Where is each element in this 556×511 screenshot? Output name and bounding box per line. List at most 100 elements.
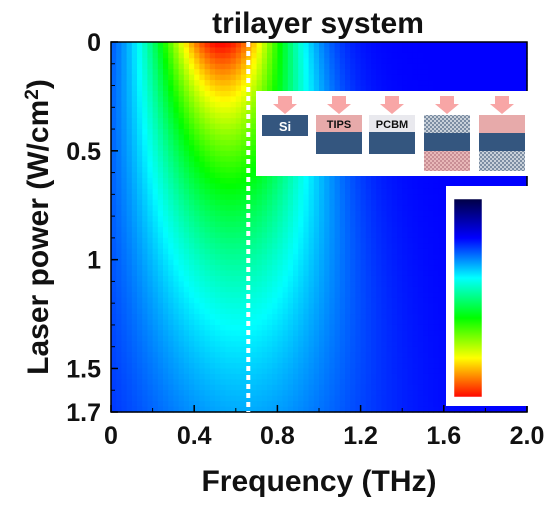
heatmap-cell <box>355 69 362 76</box>
heatmap-cell <box>168 216 174 223</box>
heatmap-cell <box>168 205 174 212</box>
heatmap-cell <box>272 368 278 375</box>
heatmap-cell <box>230 227 237 234</box>
heatmap-cell <box>251 243 258 250</box>
heatmap-cell <box>355 297 362 304</box>
heatmap-cell <box>163 265 169 272</box>
heatmap-cell <box>199 221 206 228</box>
heatmap-cell <box>412 237 419 244</box>
heatmap-cell <box>230 42 237 49</box>
heatmap-cell <box>303 205 310 212</box>
heatmap-cell <box>111 161 117 168</box>
heatmap-cell <box>189 42 195 49</box>
heatmap-cell <box>423 178 429 185</box>
heatmap-cell <box>189 254 195 261</box>
heatmap-cell <box>360 346 367 353</box>
heatmap-cell <box>126 216 133 223</box>
heatmap-cell <box>397 373 403 380</box>
heatmap-cell <box>371 335 377 342</box>
heatmap-cell <box>241 324 247 331</box>
heatmap-cell <box>391 308 398 315</box>
heatmap-cell <box>137 368 143 375</box>
heatmap-cell <box>386 243 393 250</box>
heatmap-cell <box>131 74 138 81</box>
heatmap-cell <box>194 270 200 277</box>
heatmap-cell <box>137 319 143 326</box>
heatmap-cell <box>147 96 154 103</box>
heatmap-cell <box>287 292 294 299</box>
heatmap-cell <box>121 248 128 255</box>
heatmap-cell <box>251 270 258 277</box>
heatmap-cell <box>454 69 460 76</box>
heatmap-cell <box>189 150 195 157</box>
heatmap-cell <box>475 178 481 185</box>
heatmap-cell <box>355 47 362 54</box>
heatmap-cell <box>220 134 226 141</box>
heatmap-cell <box>215 379 221 386</box>
heatmap-cell <box>194 368 200 375</box>
heatmap-cell <box>173 319 180 326</box>
heatmap-cell <box>371 259 377 266</box>
heatmap-cell <box>251 237 258 244</box>
heatmap-cell <box>261 237 268 244</box>
heatmap-cell <box>251 172 258 179</box>
heatmap-cell <box>215 265 221 272</box>
heatmap-cell <box>345 188 351 195</box>
heatmap-cell <box>183 373 190 380</box>
heatmap-cell <box>293 346 299 353</box>
heatmap-cell <box>376 373 382 380</box>
heatmap-cell <box>220 352 226 359</box>
heatmap-cell <box>391 270 398 277</box>
heatmap-cell <box>443 63 450 70</box>
heatmap-cell <box>137 58 143 65</box>
heatmap-cell <box>261 324 268 331</box>
heatmap-cell <box>391 319 398 326</box>
heatmap-cell <box>142 42 148 49</box>
heatmap-cell <box>319 357 325 364</box>
heatmap-cell <box>178 259 185 266</box>
heatmap-cell <box>220 232 226 239</box>
heatmap-cell <box>230 314 237 321</box>
heatmap-cell <box>241 297 247 304</box>
heatmap-cell <box>220 123 226 130</box>
heatmap-cell <box>152 107 159 114</box>
heatmap-cell <box>417 330 424 337</box>
heatmap-cell <box>121 80 128 87</box>
heatmap-cell <box>215 47 221 54</box>
heatmap-cell <box>256 63 263 70</box>
heatmap-cell <box>386 80 393 87</box>
heatmap-cell <box>490 47 497 54</box>
heatmap-cell <box>163 156 169 163</box>
heatmap-cell <box>267 183 273 190</box>
heatmap-cell <box>287 297 294 304</box>
heatmap-cell <box>173 346 180 353</box>
heatmap-cell <box>391 259 398 266</box>
heatmap-cell <box>428 259 434 266</box>
heatmap-cell <box>131 178 138 185</box>
heatmap-cell <box>178 172 185 179</box>
heatmap-cell <box>282 335 289 342</box>
heatmap-cell <box>137 286 143 293</box>
heatmap-cell <box>287 221 294 228</box>
heatmap-cell <box>386 275 393 283</box>
heatmap-cell <box>178 373 185 380</box>
heatmap-cell <box>365 270 372 277</box>
heatmap-cell <box>147 199 154 206</box>
heatmap-cell <box>313 297 320 304</box>
heatmap-cell <box>360 330 367 337</box>
heatmap-cell <box>267 80 273 87</box>
heatmap-cell <box>204 373 211 380</box>
heatmap-cell <box>194 205 200 212</box>
heatmap-cell <box>339 346 346 353</box>
heatmap-cell <box>204 101 211 108</box>
heatmap-cell <box>209 42 216 49</box>
heatmap-cell <box>142 194 148 201</box>
heatmap-cell <box>209 379 216 386</box>
heatmap-cell <box>137 314 143 321</box>
heatmap-cell <box>209 297 216 304</box>
heatmap-cell <box>402 352 408 359</box>
heatmap-cell <box>355 248 362 255</box>
heatmap-cell <box>142 363 148 370</box>
heatmap-cell <box>225 85 232 92</box>
heatmap-cell <box>183 58 190 65</box>
